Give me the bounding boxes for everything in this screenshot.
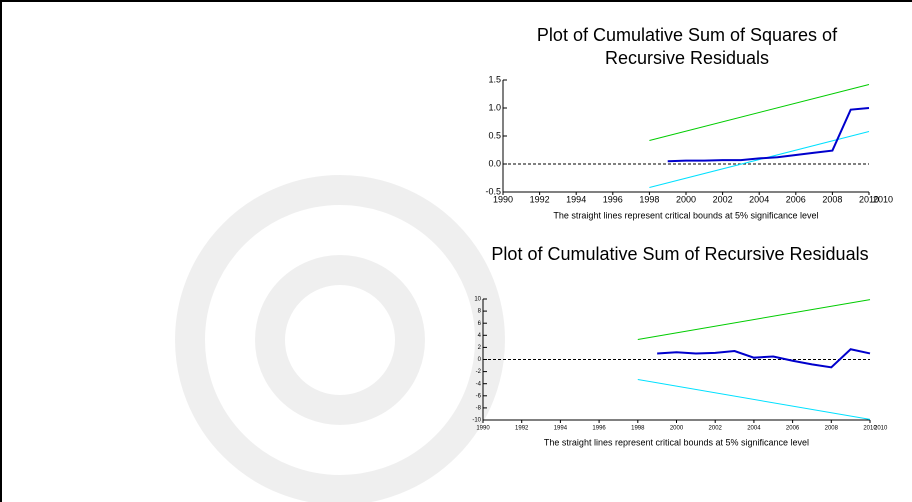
series-line xyxy=(638,379,870,419)
chart-note: The straight lines represent critical bo… xyxy=(553,210,818,220)
y-tick-label: -2 xyxy=(476,369,482,375)
x-tick-label: 1998 xyxy=(631,426,645,432)
chart-title: Plot of Cumulative Sum of Squares of Rec… xyxy=(497,24,877,70)
series-line xyxy=(649,84,869,140)
page: -0.50.00.51.01.5199019921994199619982000… xyxy=(0,0,912,502)
x-tick-label: 1992 xyxy=(530,194,550,204)
x-tick-label: 2006 xyxy=(786,194,806,204)
y-tick-label: 0.5 xyxy=(488,130,501,140)
x-tick-label: 2000 xyxy=(676,194,696,204)
x-tick-label: 1998 xyxy=(639,194,659,204)
x-tick-label: 1996 xyxy=(603,194,623,204)
x-tick-label: 2000 xyxy=(670,426,684,432)
x-tick-label: 2002 xyxy=(713,194,733,204)
corner-label: 2010 xyxy=(874,426,888,432)
x-tick-label: 2004 xyxy=(747,426,761,432)
x-tick-label: 2008 xyxy=(822,194,842,204)
series-line xyxy=(649,132,869,188)
x-tick-label: 1996 xyxy=(592,426,606,432)
x-tick-label: 1992 xyxy=(515,426,529,432)
x-tick-label: 2008 xyxy=(825,426,839,432)
series-line xyxy=(657,349,870,367)
x-tick-label: 1994 xyxy=(566,194,586,204)
x-tick-label: 2006 xyxy=(786,426,800,432)
y-tick-label: 1.0 xyxy=(488,102,501,112)
y-tick-label: 0.0 xyxy=(488,158,501,168)
y-tick-label: -10 xyxy=(472,418,481,424)
y-tick-label: -4 xyxy=(476,381,482,387)
watermark xyxy=(190,190,490,490)
x-tick-label: 1994 xyxy=(554,426,568,432)
x-tick-label: 2004 xyxy=(749,194,769,204)
y-tick-label: -6 xyxy=(476,393,482,399)
corner-label: 2010 xyxy=(873,194,893,204)
x-tick-label: 2002 xyxy=(709,426,723,432)
series-line xyxy=(668,108,869,161)
x-tick-label: 1990 xyxy=(493,194,513,204)
chart-note: The straight lines represent critical bo… xyxy=(544,437,809,447)
y-tick-label: 10 xyxy=(474,297,481,303)
y-tick-label: -8 xyxy=(476,405,482,411)
y-tick-label: 1.5 xyxy=(488,74,501,84)
series-line xyxy=(638,300,870,340)
x-tick-label: 1990 xyxy=(476,426,490,432)
chart-title: Plot of Cumulative Sum of Recursive Resi… xyxy=(490,243,870,266)
